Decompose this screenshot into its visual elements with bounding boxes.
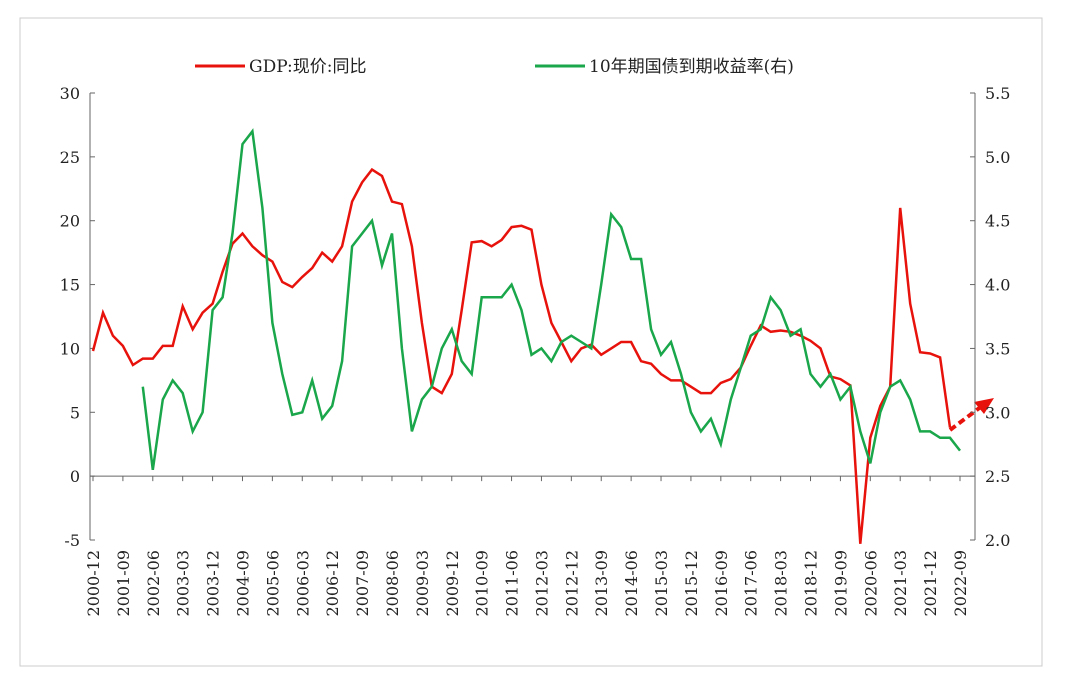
y-tick-label: 15: [60, 276, 80, 295]
x-tick-label: 2007-09: [353, 550, 372, 616]
y-tick-label: 10: [60, 339, 80, 358]
x-tick-label: 2014-06: [622, 550, 641, 616]
y-tick-label: 20: [60, 212, 80, 231]
y-tick-label: 5: [70, 403, 80, 422]
x-tick-label: 2021-12: [921, 550, 940, 616]
x-tick-label: 2009-03: [413, 550, 432, 616]
annotation-arrowhead: [974, 398, 994, 414]
x-tick-label: 2005-06: [263, 550, 282, 616]
x-tick-label: 2015-03: [652, 550, 671, 616]
y2-tick-label: 3.0: [985, 403, 1010, 422]
y-tick-label: 0: [70, 467, 80, 486]
y2-tick-label: 5.5: [985, 84, 1010, 103]
annotation-arrow: [948, 404, 984, 432]
x-tick-label: 2012-12: [562, 550, 581, 616]
y2-tick-label: 2.0: [985, 531, 1010, 550]
x-tick-label: 2019-09: [831, 550, 850, 616]
x-tick-label: 2021-03: [891, 550, 910, 616]
x-tick-label: 2002-06: [144, 550, 163, 616]
x-tick-label: 2009-12: [443, 550, 462, 616]
x-tick-label: 2010-09: [473, 550, 492, 616]
y2-tick-label: 4.0: [985, 276, 1010, 295]
frame: [19, 17, 1043, 667]
y-tick-label: 30: [60, 84, 80, 103]
y2-tick-label: 2.5: [985, 467, 1010, 486]
x-tick-label: 2000-12: [84, 550, 103, 616]
y2-tick-label: 4.5: [985, 212, 1010, 231]
x-tick-label: 2003-03: [174, 550, 193, 616]
x-tick-label: 2004-09: [233, 550, 252, 616]
legend-label: 10年期国债到期收益率(右): [589, 57, 794, 77]
x-tick-label: 2016-09: [712, 550, 731, 616]
y-tick-label: -5: [64, 531, 80, 550]
legend-label: GDP:现价:同比: [249, 57, 367, 77]
y2-tick-label: 5.0: [985, 148, 1010, 167]
x-tick-label: 2012-03: [532, 550, 551, 616]
x-tick-label: 2015-12: [682, 550, 701, 616]
x-tick-label: 2006-12: [323, 550, 342, 616]
line-series: [141, 128, 961, 470]
x-tick-label: 2018-12: [802, 550, 821, 616]
y-tick-label: 25: [60, 148, 80, 167]
x-tick-label: 2001-09: [114, 550, 133, 616]
x-tick-label: 2003-12: [204, 550, 223, 616]
x-tick-label: 2022-09: [951, 550, 970, 616]
x-tick-label: 2017-06: [742, 550, 761, 616]
x-tick-label: 2008-06: [383, 550, 402, 616]
x-tick-label: 2013-09: [592, 550, 611, 616]
x-tick-label: 2011-06: [503, 550, 522, 616]
x-tick-label: 2020-06: [861, 550, 880, 616]
x-tick-label: 2018-03: [772, 550, 791, 616]
y2-tick-label: 3.5: [985, 339, 1010, 358]
x-tick-label: 2006-03: [293, 550, 312, 616]
line-series: [91, 167, 952, 544]
